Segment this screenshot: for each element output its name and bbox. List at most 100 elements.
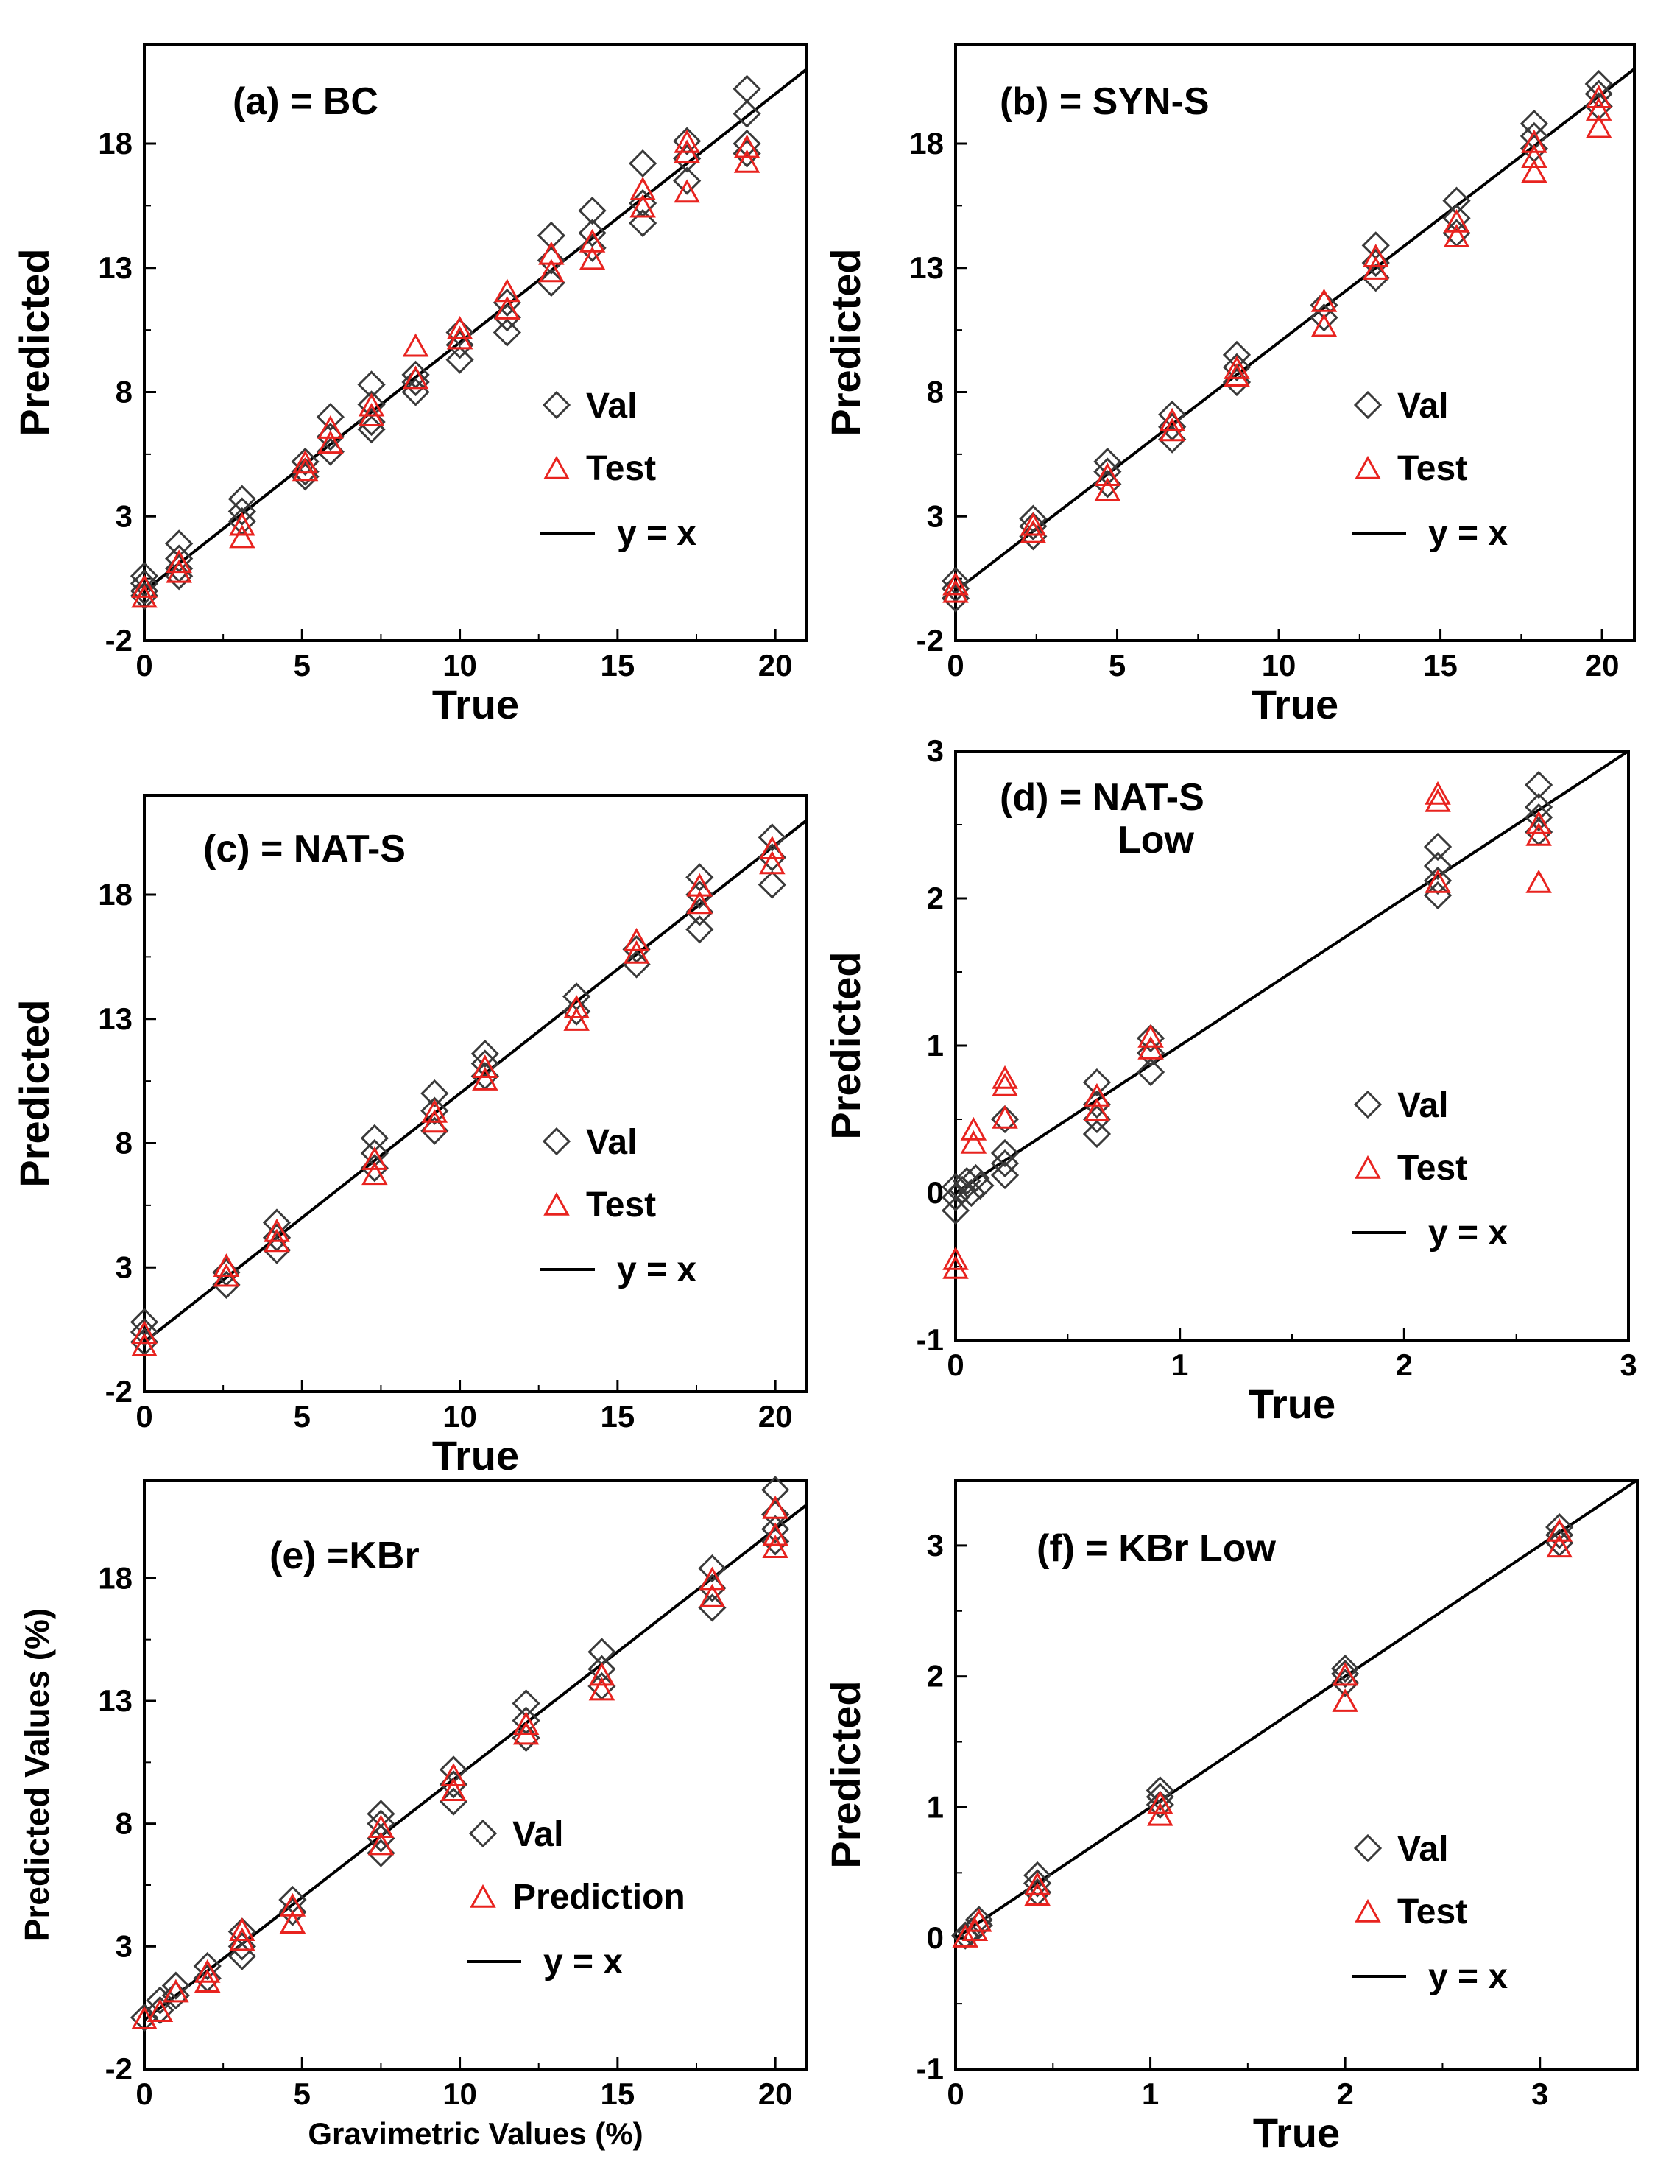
test-point xyxy=(1425,788,1451,812)
x-tick-label: 2 xyxy=(1336,2076,1353,2111)
legend-val-icon xyxy=(1353,390,1383,420)
plot-frame xyxy=(954,750,1630,1342)
identity-line xyxy=(143,819,808,1344)
test-point xyxy=(279,1910,306,1934)
test-point xyxy=(1332,1662,1358,1686)
val-point xyxy=(537,268,565,297)
val-point xyxy=(420,1079,449,1108)
test-point xyxy=(292,450,319,474)
val-point xyxy=(578,233,607,262)
x-tick-label: 20 xyxy=(758,1399,793,1434)
y-tick-label: 3 xyxy=(116,1250,133,1284)
test-point xyxy=(942,1255,969,1279)
x-axis-label: True xyxy=(432,1432,519,1479)
test-point xyxy=(629,177,656,200)
panel-title: (b) = SYN-S xyxy=(1000,80,1210,123)
x-tick-label: 5 xyxy=(294,648,311,683)
legend-val-icon xyxy=(468,1819,498,1848)
val-point xyxy=(445,331,474,359)
val-point xyxy=(278,1898,307,1926)
test-point xyxy=(472,1054,498,1078)
val-point xyxy=(1584,69,1613,99)
test-point xyxy=(1525,822,1552,846)
legend-line-label: y = x xyxy=(617,514,696,553)
val-point xyxy=(316,403,345,431)
legend-test-icon xyxy=(1355,455,1381,479)
test-point xyxy=(131,1333,158,1356)
val-point xyxy=(1158,400,1187,429)
val-point xyxy=(966,1171,995,1200)
y-tick-label: 18 xyxy=(98,126,133,161)
x-tick-label: 5 xyxy=(1109,648,1126,683)
y-tick-label: 8 xyxy=(116,1806,133,1841)
test-point xyxy=(623,940,650,964)
legend-line-label: y = x xyxy=(1428,1957,1508,1996)
panel-title: (f) = KBr Low xyxy=(1037,1527,1277,1570)
x-tick-label: 1 xyxy=(1142,2076,1159,2111)
legend-val-label: Val xyxy=(586,1123,637,1162)
panel-title: (c) = NAT-S xyxy=(203,828,406,870)
val-point xyxy=(990,1105,1020,1134)
test-point xyxy=(166,549,192,574)
test-point xyxy=(361,1161,388,1186)
test-point xyxy=(762,1522,788,1546)
val-point xyxy=(941,1172,970,1202)
test-point xyxy=(1332,1688,1358,1712)
val-point xyxy=(698,1554,727,1583)
val-point xyxy=(758,870,786,899)
test-point xyxy=(992,1065,1018,1089)
x-axis-label: True xyxy=(432,681,519,728)
test-point xyxy=(472,1067,498,1091)
x-axis-label: Gravimetric Values (%) xyxy=(308,2116,643,2151)
val-point xyxy=(130,1317,159,1347)
test-point xyxy=(1094,477,1121,501)
identity-line xyxy=(954,750,1630,1194)
val-point xyxy=(1082,1119,1112,1149)
val-point xyxy=(1525,792,1553,822)
x-tick-label: 20 xyxy=(758,2076,793,2111)
y-tick-label: 3 xyxy=(116,1928,133,1963)
test-point xyxy=(1084,1082,1110,1107)
panel-title: Low xyxy=(1118,819,1195,862)
y-tick-label: 18 xyxy=(98,1560,133,1595)
y-tick-label: 18 xyxy=(909,126,944,161)
test-point xyxy=(1521,129,1547,153)
test-point xyxy=(1020,512,1047,536)
val-point xyxy=(470,1039,499,1068)
val-point xyxy=(964,1906,993,1934)
val-point xyxy=(685,863,714,892)
val-point xyxy=(1019,522,1048,551)
x-tick-label: 15 xyxy=(600,2076,635,2111)
val-point xyxy=(990,1160,1020,1190)
x-tick-label: 0 xyxy=(135,1399,152,1434)
legend-test-label: Test xyxy=(586,449,656,488)
plot-frame xyxy=(143,794,808,1393)
val-point xyxy=(1423,851,1453,881)
x-tick-label: 0 xyxy=(947,648,964,683)
test-point xyxy=(1363,244,1389,267)
val-point xyxy=(493,288,521,317)
y-tick-label: 0 xyxy=(927,1175,944,1210)
test-point xyxy=(699,1583,726,1607)
test-point xyxy=(421,1099,448,1123)
val-point xyxy=(761,1527,790,1556)
test-point xyxy=(1425,781,1451,805)
x-tick-label: 15 xyxy=(1423,648,1458,683)
test-point xyxy=(762,1495,788,1519)
x-tick-label: 5 xyxy=(294,2076,311,2111)
test-point xyxy=(194,1959,221,1983)
test-point xyxy=(1024,1872,1051,1895)
test-point xyxy=(1084,1097,1110,1121)
val-point xyxy=(1023,1861,1052,1890)
legend-val-label: Val xyxy=(1397,1830,1448,1869)
test-point xyxy=(563,1007,590,1031)
legend-test-label: Prediction xyxy=(512,1878,685,1917)
test-point xyxy=(1363,256,1389,280)
plot-frame xyxy=(143,43,808,642)
x-tick-label: 10 xyxy=(1262,648,1296,683)
test-point xyxy=(759,836,786,859)
test-point xyxy=(264,1218,290,1242)
test-point xyxy=(361,1146,388,1170)
val-point xyxy=(357,407,386,437)
legend-test-label: Test xyxy=(1397,449,1467,488)
